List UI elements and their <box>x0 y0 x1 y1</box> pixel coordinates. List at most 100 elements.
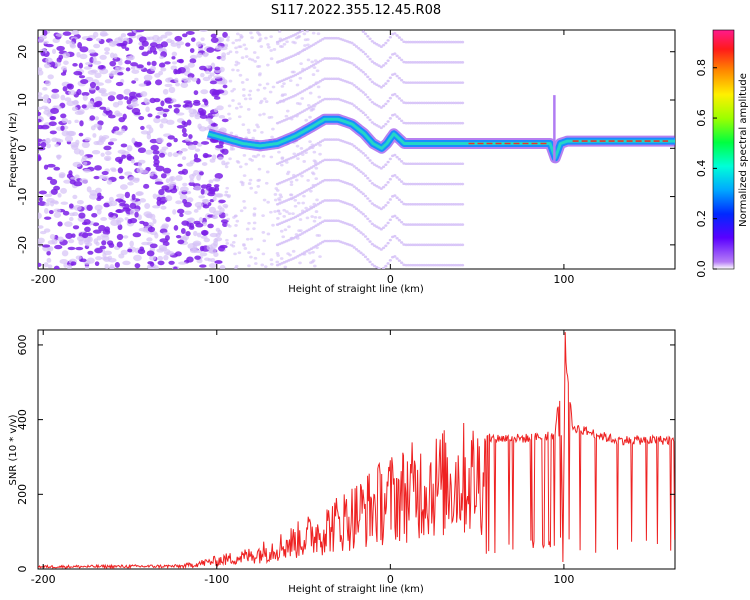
spectrogram-harmonic-dot <box>393 194 397 197</box>
spectrogram-harmonic-dot <box>406 263 410 267</box>
spectrogram-scatter-dot <box>277 197 281 201</box>
spectrogram-noise-dot <box>105 109 113 116</box>
spectrogram-noise-dot <box>214 186 220 192</box>
spectrogram-noise-dot <box>181 168 189 175</box>
spectrogram-noise-dot <box>164 61 171 65</box>
spectrogram-noise-dot <box>177 239 185 245</box>
spectrogram-scatter-dot <box>242 94 246 97</box>
spectrogram-scatter-dot <box>254 262 258 265</box>
spectrogram-harmonic-dot <box>316 243 320 247</box>
spectrogram-harmonic-dot <box>361 253 365 256</box>
spectrogram-harmonic-dot <box>400 220 404 224</box>
spectrogram-noise-dot <box>181 220 190 226</box>
spectrogram-harmonic-dot <box>445 81 449 84</box>
spectrogram-harmonic-dot <box>332 97 336 101</box>
spectrogram-noise-dot <box>60 187 68 194</box>
spectrogram-noise-dot <box>190 37 196 42</box>
spectrogram-scatter-dot <box>282 208 286 212</box>
spectrogram-harmonic-dot <box>458 61 462 64</box>
spectrogram-harmonic-dot <box>381 266 386 269</box>
spectrogram-noise-dot <box>169 181 177 186</box>
spectrogram-harmonic-dot <box>418 121 422 125</box>
spectrogram-harmonic-dot <box>366 156 370 160</box>
spectrogram-noise-dot <box>100 217 108 221</box>
spectrogram-noise-dot <box>200 72 205 78</box>
spectrogram-harmonic-dot <box>440 223 444 226</box>
spectrogram-noise-dot <box>220 219 229 224</box>
spectrogram-noise-dot <box>93 175 100 180</box>
spectrogram-noise-dot <box>127 32 136 37</box>
spectrogram-noise-dot <box>135 30 145 33</box>
spectrogram-harmonic-dot <box>386 160 390 164</box>
spectrogram-scatter-dot <box>266 63 270 67</box>
spectrogram-noise-dot <box>89 81 96 89</box>
spectrogram-noise-dot <box>193 220 201 225</box>
spectrogram-harmonic-dot <box>420 162 424 166</box>
spectrogram-noise-dot <box>183 100 192 104</box>
spectrogram-harmonic-dot <box>354 227 359 231</box>
spectrogram-harmonic-dot <box>433 121 438 125</box>
spectrogram-harmonic-dot <box>325 77 329 81</box>
spectrogram-noise-dot <box>193 230 198 237</box>
spectrogram-harmonic-dot <box>458 263 462 267</box>
spectrogram-harmonic-dot <box>397 218 401 222</box>
spectrogram-noise-dot <box>91 150 101 155</box>
spectrogram-noise-dot <box>218 199 226 204</box>
spectrogram-harmonic-dot <box>375 42 379 46</box>
spectrogram-scatter-dot <box>278 193 283 197</box>
spectrogram-noise-dot <box>95 38 102 42</box>
spectrogram-noise-dot <box>72 225 80 230</box>
spectrogram-harmonic-dot <box>303 68 307 72</box>
spectrogram-noise-dot <box>83 219 91 225</box>
spectrogram-scatter-dot <box>228 117 232 121</box>
spectrogram-harmonic-dot <box>458 243 462 247</box>
spectrogram-noise-dot <box>108 212 114 218</box>
spectrogram-noise-dot <box>137 248 146 255</box>
spectrogram-noise-dot <box>45 43 54 48</box>
spectrogram-scatter-dot <box>269 262 274 266</box>
spectrogram-noise-dot <box>72 194 78 200</box>
spectrogram-harmonic-dot <box>312 205 316 209</box>
spectrogram-xlabel: Height of straight line (km) <box>288 284 424 295</box>
spectrogram-noise-dot <box>68 238 75 244</box>
spectrogram-noise-dot <box>76 235 84 242</box>
spectrogram-noise-dot <box>199 264 207 268</box>
spectrogram-noise-dot <box>38 37 44 43</box>
spectrogram-scatter-dot <box>311 73 316 76</box>
spectrogram-noise-dot <box>89 115 96 121</box>
spectrogram-harmonic-dot <box>368 57 372 61</box>
spectrogram-scatter-dot <box>308 140 312 144</box>
spectrogram-harmonic-dot <box>384 122 388 126</box>
spectrogram-scatter-dot <box>261 214 265 218</box>
spectrogram-harmonic-dot <box>318 79 322 83</box>
spectrogram-harmonic-dot <box>314 163 318 167</box>
spectrogram-harmonic-dot <box>433 101 438 105</box>
spectrogram-noise-dot <box>126 145 133 152</box>
spectrogram-noise-dot <box>120 249 128 255</box>
spectrogram-harmonic-dot <box>431 203 435 206</box>
spectrogram-harmonic-dot <box>325 158 329 162</box>
spectrogram-noise-dot <box>149 138 158 144</box>
spectrogram-harmonic-dot <box>440 243 444 247</box>
spectrogram-noise-dot <box>154 181 164 185</box>
spectrogram-harmonic-dot <box>415 40 420 44</box>
spectrogram-harmonic-dot <box>418 203 422 206</box>
colorbar-ticks: 0.00.20.40.60.8 <box>695 59 717 278</box>
spectrogram-noise-dot <box>189 173 195 180</box>
spectrogram-noise-dot <box>43 262 49 268</box>
spectrogram-harmonic-dot <box>424 61 429 64</box>
spectrogram-noise-dot <box>208 263 217 269</box>
spectrogram-harmonic-dot <box>381 226 386 229</box>
spectrogram-harmonic-dot <box>307 248 311 252</box>
spectrogram-scatter-dot <box>317 95 322 99</box>
spectrogram-noise-dot <box>68 216 74 222</box>
spectrogram-harmonic-dot <box>370 39 374 43</box>
spectrogram-noise-dot <box>208 188 216 195</box>
spectrogram-scatter-dot <box>225 238 229 242</box>
spectrogram-harmonic-dot <box>454 81 458 84</box>
spectrogram-noise-dot <box>78 132 84 137</box>
spectrogram-noise-dot <box>116 233 124 241</box>
spectrogram-harmonic-dot <box>379 187 383 190</box>
spectrogram-noise-dot <box>162 241 170 247</box>
spectrogram-harmonic-dot <box>440 81 444 84</box>
